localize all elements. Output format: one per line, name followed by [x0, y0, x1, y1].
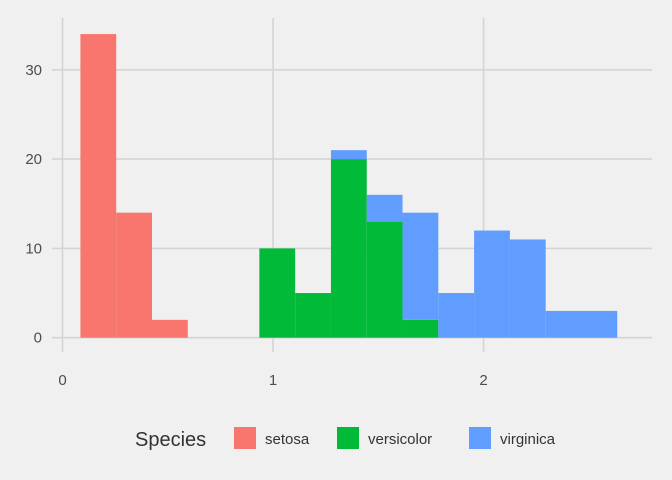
- y-tick-label: 0: [34, 330, 42, 347]
- legend-key-virginica: [469, 427, 491, 449]
- y-tick-label: 10: [25, 240, 42, 257]
- legend-key-versicolor: [337, 427, 359, 449]
- bar-virginica-bin-9: [402, 212, 439, 320]
- bar-setosa-bin-2: [152, 319, 188, 338]
- axes: 0 10 20 30 0 1 2: [25, 62, 487, 389]
- y-tick-label: 20: [25, 151, 42, 168]
- y-tick-label: 30: [25, 62, 42, 79]
- bar-virginica-bin-12: [509, 239, 546, 338]
- x-tick-label: 2: [479, 372, 487, 389]
- bar-virginica-bin-10: [438, 293, 475, 338]
- legend: Species setosa versicolor virginica: [135, 427, 556, 451]
- bar-virginica-bin-14: [581, 310, 618, 338]
- bar-versicolor-bin-5: [259, 248, 296, 338]
- bars: [80, 34, 618, 338]
- bar-versicolor-bin-8: [366, 221, 403, 338]
- legend-title: Species: [135, 429, 206, 451]
- legend-key-setosa: [234, 427, 256, 449]
- bar-virginica-bin-7: [330, 150, 367, 160]
- legend-label-virginica: virginica: [500, 431, 556, 448]
- bar-setosa-bin-1: [116, 212, 152, 338]
- legend-label-setosa: setosa: [265, 431, 310, 448]
- bar-setosa-bin-0: [80, 34, 117, 338]
- bar-virginica-bin-11: [474, 230, 510, 338]
- bar-virginica-bin-8: [366, 194, 403, 222]
- bar-virginica-bin-13: [545, 310, 582, 338]
- x-tick-label: 0: [58, 372, 66, 389]
- x-tick-label: 1: [269, 372, 277, 389]
- bar-versicolor-bin-7: [330, 159, 367, 338]
- legend-label-versicolor: versicolor: [368, 431, 432, 448]
- bar-versicolor-bin-9: [402, 319, 439, 338]
- bar-versicolor-bin-6: [295, 293, 331, 338]
